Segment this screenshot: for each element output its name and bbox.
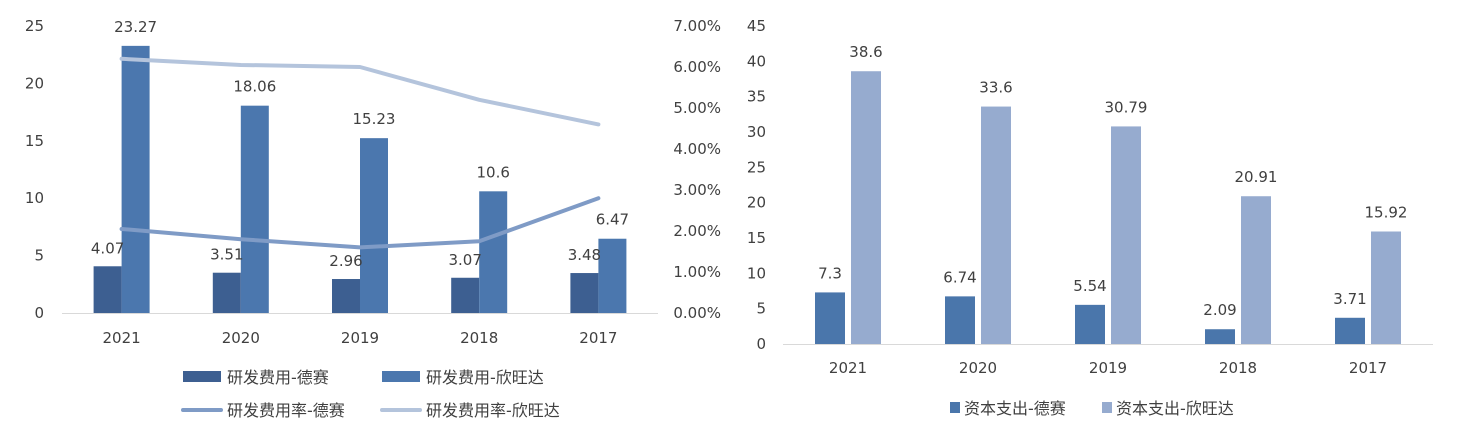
c1-bar-xinwangda — [121, 45, 150, 313]
c2-x-tick-label: 2020 — [959, 359, 997, 377]
c1-data-label: 3.51 — [210, 246, 243, 264]
c2-y-tick-label: 5 — [756, 300, 766, 318]
c1-data-label: 2.96 — [329, 252, 362, 270]
c1-y-right-tick-label: 2.00% — [673, 222, 721, 240]
c2-bar-desai — [1205, 329, 1235, 344]
c1-bar-xinwangda — [479, 191, 508, 313]
c2-y-tick-label: 10 — [747, 264, 766, 282]
c2-bars-group — [815, 71, 1401, 345]
c1-x-tick-label: 2017 — [579, 329, 617, 347]
c2-x-tick-label: 2017 — [1349, 359, 1387, 377]
c2-y-tick-label: 20 — [747, 194, 766, 212]
c1-bar-xinwangda — [240, 105, 269, 313]
c1-bar-desai — [570, 273, 599, 313]
c2-x-tick-label: 2019 — [1089, 359, 1127, 377]
c1-lines-group — [119, 56, 601, 250]
c1-y-right-tick-label: 7.00% — [673, 17, 721, 35]
c1-x-tick-label: 2020 — [222, 329, 260, 347]
c1-data-label: 3.48 — [568, 246, 601, 264]
c2-bar-desai — [945, 296, 975, 344]
c2-bar-xinwangda — [981, 106, 1011, 344]
c2-bar-xinwangda — [1371, 231, 1401, 344]
c2-x-tick-label: 2021 — [829, 359, 867, 377]
c2-data-label: 20.91 — [1235, 168, 1278, 186]
c2-bar-desai — [1075, 304, 1105, 344]
c1-bars-group — [93, 45, 627, 313]
c1-data-label: 3.07 — [448, 251, 481, 269]
c2-legend: 资本支出-德赛 资本支出-欣旺达 — [950, 399, 1234, 418]
c1-bar-desai — [332, 279, 360, 313]
c1-data-label: 4.07 — [91, 239, 124, 257]
c1-y-left-tick-label: 20 — [25, 74, 44, 92]
c1-data-label: 23.27 — [114, 18, 157, 36]
c1-y-left-tick-label: 15 — [25, 132, 44, 150]
c1-y-right-tick-label: 4.00% — [673, 140, 721, 158]
c1-line-xinwangda-rate — [119, 56, 601, 127]
c2-data-label: 33.6 — [979, 79, 1012, 97]
c1-bar-desai — [451, 277, 480, 313]
c1-legend-label: 研发费用-欣旺达 — [426, 368, 544, 387]
c1-data-label: 6.47 — [596, 211, 629, 229]
c1-y-right-tick-label: 1.00% — [673, 263, 721, 281]
c2-data-label: 15.92 — [1365, 203, 1408, 221]
c1-data-label: 10.6 — [476, 163, 509, 181]
c2-y-tick-label: 35 — [747, 88, 766, 106]
c2-data-labels-group: 7.3 6.74 5.54 2.09 3.71 38.6 33.6 30.79 20.91 15.… — [818, 43, 1407, 319]
c1-legend-label: 研发费用-德赛 — [227, 368, 329, 387]
c1-axis-group: 0 5 10 15 20 25 0.00% 1.00% 2.00% 3.00% 4.00% 5.00%… — [25, 17, 721, 347]
c1-line-desai-rate — [119, 196, 601, 250]
c2-bar-desai — [815, 292, 845, 344]
c1-x-tick-label: 2019 — [341, 329, 379, 347]
c2-legend-label: 资本支出-德赛 — [964, 399, 1066, 418]
c2-y-tick-label: 25 — [747, 158, 766, 176]
c1-data-label: 15.23 — [353, 110, 396, 128]
c1-y-left-tick-label: 25 — [25, 17, 44, 35]
c2-data-label: 2.09 — [1203, 301, 1236, 319]
c2-data-label: 7.3 — [818, 264, 842, 282]
c1-legend-swatch — [183, 371, 221, 382]
c2-bar-desai — [1335, 317, 1365, 344]
c2-y-tick-label: 30 — [747, 123, 766, 141]
c1-x-tick-label: 2018 — [460, 329, 498, 347]
c2-data-label: 38.6 — [849, 43, 882, 61]
c1-bar-xinwangda — [360, 138, 388, 313]
c1-y-right-tick-label: 5.00% — [673, 99, 721, 117]
c1-bar-xinwangda — [598, 238, 627, 313]
c1-y-left-tick-label: 0 — [34, 304, 44, 322]
c2-axis-group: 0 5 10 15 20 25 30 35 40 45 2021 2020 2019 2018 2017 — [747, 17, 1433, 377]
c2-y-tick-label: 45 — [747, 17, 766, 35]
c2-bar-xinwangda — [851, 71, 881, 344]
c1-legend-swatch — [382, 371, 420, 382]
c1-bar-desai — [93, 266, 122, 313]
c2-data-label: 30.79 — [1105, 98, 1148, 116]
c1-legend-label: 研发费用率-欣旺达 — [426, 401, 560, 420]
c2-legend-swatch — [950, 402, 960, 413]
c1-data-labels-group: 4.07 3.51 2.96 3.07 3.48 23.27 18.06 15.23 10.6 6… — [91, 18, 629, 270]
c1-y-right-tick-label: 0.00% — [673, 304, 721, 322]
c2-data-label: 6.74 — [943, 268, 976, 286]
c2-data-label: 3.71 — [1333, 290, 1366, 308]
c2-bar-xinwangda — [1111, 126, 1141, 345]
c2-legend-label: 资本支出-欣旺达 — [1116, 399, 1234, 418]
c2-y-tick-label: 15 — [747, 229, 766, 247]
c1-y-right-tick-label: 3.00% — [673, 181, 721, 199]
c1-y-right-tick-label: 6.00% — [673, 58, 721, 76]
c2-data-label: 5.54 — [1073, 277, 1106, 295]
c1-y-left-tick-label: 5 — [34, 247, 44, 265]
c1-data-label: 18.06 — [233, 78, 276, 96]
c1-y-left-tick-label: 10 — [25, 189, 44, 207]
c2-bar-xinwangda — [1241, 196, 1271, 344]
c2-y-tick-label: 0 — [756, 335, 766, 353]
c2-x-tick-label: 2018 — [1219, 359, 1257, 377]
c2-legend-swatch — [1102, 402, 1112, 413]
c2-y-tick-label: 40 — [747, 52, 766, 70]
c1-x-tick-label: 2021 — [103, 329, 141, 347]
c1-bar-desai — [212, 272, 241, 313]
c1-legend-label: 研发费用率-德赛 — [227, 401, 345, 420]
